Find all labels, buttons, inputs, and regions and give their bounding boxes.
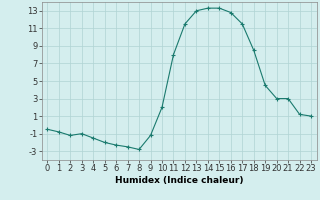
X-axis label: Humidex (Indice chaleur): Humidex (Indice chaleur) xyxy=(115,176,244,185)
